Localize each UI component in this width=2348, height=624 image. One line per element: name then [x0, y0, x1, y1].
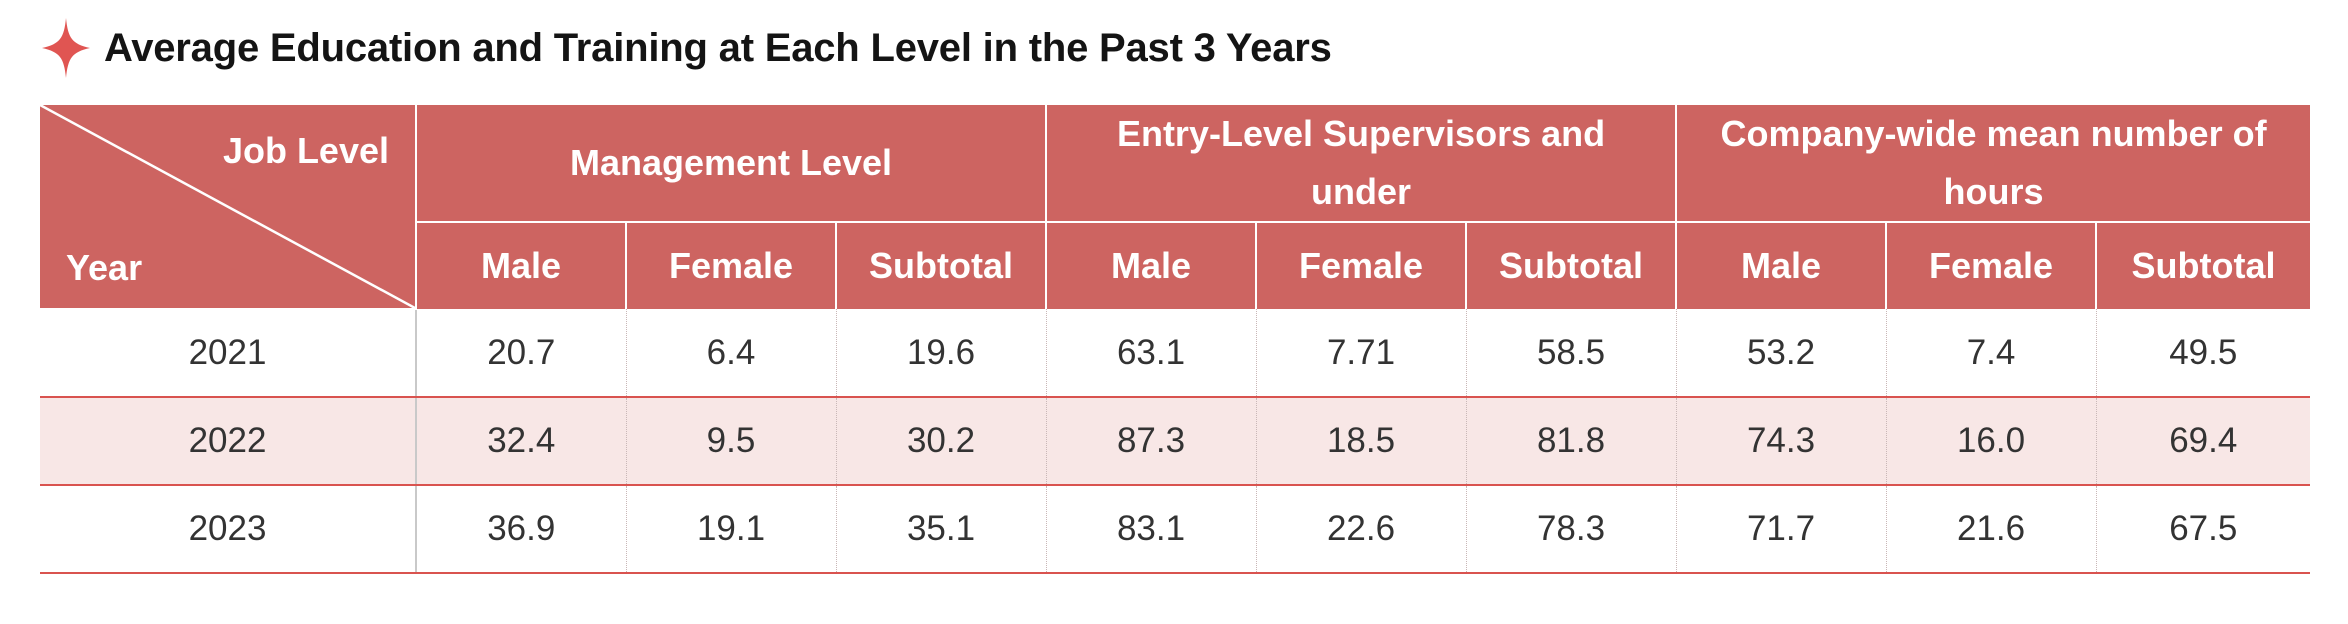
group-header-management: Management Level — [416, 105, 1048, 223]
value-cell: 22.6 — [1255, 485, 1467, 574]
corner-diagonal-line — [40, 105, 415, 308]
value-cell: 7.71 — [1255, 309, 1467, 398]
subheader-company-male: Male — [1676, 222, 1888, 309]
value-cell: 67.5 — [2095, 485, 2311, 574]
value-cell: 53.2 — [1675, 309, 1887, 398]
table-row: 2021 20.7 6.4 19.6 63.1 7.71 58.5 53.2 7… — [40, 309, 2311, 398]
year-cell: 2021 — [40, 309, 417, 398]
year-cell: 2023 — [40, 485, 417, 574]
subheader-management-female: Female — [626, 222, 837, 309]
table-row: 2023 36.9 19.1 35.1 83.1 22.6 78.3 71.7 … — [40, 485, 2311, 574]
subheader-company-subtotal: Subtotal — [2096, 222, 2311, 309]
value-cell: 69.4 — [2095, 397, 2311, 486]
table-body: 2021 20.7 6.4 19.6 63.1 7.71 58.5 53.2 7… — [40, 309, 2311, 574]
corner-job-level-label: Job Level — [222, 130, 389, 171]
title-row: Average Education and Training at Each L… — [40, 16, 1332, 80]
value-cell: 30.2 — [835, 397, 1047, 486]
subheader-entry-male: Male — [1046, 222, 1258, 309]
group-header-entry-level-text: Entry-Level Supervisors and under — [1116, 113, 1606, 212]
table-header: Job Level Year Management Level Entry-Le… — [40, 105, 2311, 310]
value-cell: 32.4 — [415, 397, 626, 486]
value-cell: 21.6 — [1885, 485, 2097, 574]
corner-header: Job Level Year — [40, 105, 417, 310]
value-cell: 20.7 — [415, 309, 626, 398]
subheader-management-male: Male — [416, 222, 627, 309]
value-cell: 87.3 — [1045, 397, 1257, 486]
value-cell: 18.5 — [1255, 397, 1467, 486]
group-header-company-wide: Company-wide mean number of hours — [1676, 105, 2311, 223]
value-cell: 19.1 — [625, 485, 836, 574]
value-cell: 36.9 — [415, 485, 626, 574]
value-cell: 19.6 — [835, 309, 1047, 398]
subheader-entry-subtotal: Subtotal — [1466, 222, 1678, 309]
value-cell: 58.5 — [1465, 309, 1677, 398]
subheader-management-subtotal: Subtotal — [836, 222, 1048, 309]
value-cell: 49.5 — [2095, 309, 2311, 398]
value-cell: 78.3 — [1465, 485, 1677, 574]
value-cell: 83.1 — [1045, 485, 1257, 574]
group-header-entry-level: Entry-Level Supervisors and under — [1046, 105, 1678, 223]
value-cell: 6.4 — [625, 309, 836, 398]
value-cell: 71.7 — [1675, 485, 1887, 574]
value-cell: 16.0 — [1885, 397, 2097, 486]
subheader-company-female: Female — [1886, 222, 2098, 309]
training-hours-table: Job Level Year Management Level Entry-Le… — [40, 105, 2311, 574]
table-row: 2022 32.4 9.5 30.2 87.3 18.5 81.8 74.3 1… — [40, 397, 2311, 486]
four-point-star-icon — [42, 18, 90, 78]
value-cell: 35.1 — [835, 485, 1047, 574]
value-cell: 63.1 — [1045, 309, 1257, 398]
value-cell: 81.8 — [1465, 397, 1677, 486]
group-header-company-wide-text: Company-wide mean number of hours — [1720, 113, 2267, 212]
subheader-entry-female: Female — [1256, 222, 1468, 309]
year-cell: 2022 — [40, 397, 417, 486]
value-cell: 7.4 — [1885, 309, 2097, 398]
value-cell: 74.3 — [1675, 397, 1887, 486]
value-cell: 9.5 — [625, 397, 836, 486]
corner-year-label: Year — [66, 247, 143, 288]
page-title: Average Education and Training at Each L… — [104, 25, 1332, 70]
